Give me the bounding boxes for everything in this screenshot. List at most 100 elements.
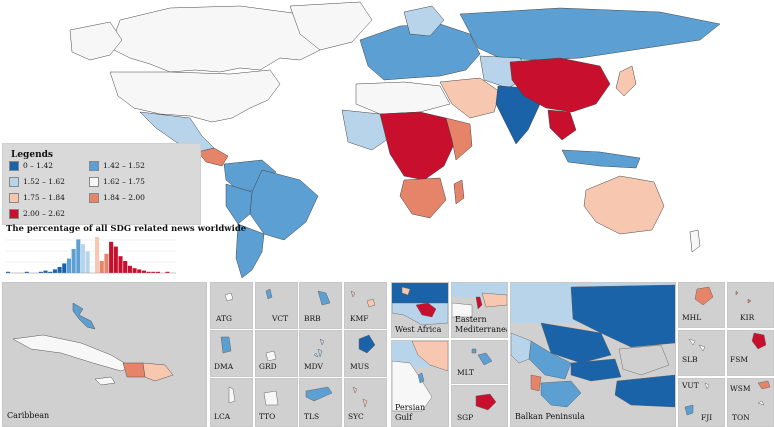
balkan-black-sea [618, 344, 670, 376]
inset-balkan-peninsula: Balkan Peninsula [510, 282, 676, 427]
vut-shape [704, 382, 710, 390]
eastern-med-land-north [452, 283, 507, 297]
region-argentina-chile [235, 223, 265, 279]
histogram-bar [85, 251, 90, 273]
histogram-bar [165, 271, 170, 273]
label-mhl: MHL [682, 313, 702, 322]
inset-tto: TTO [255, 378, 298, 427]
histogram-bar [43, 270, 48, 273]
lca-shape [228, 386, 236, 404]
histogram-bar [123, 261, 128, 273]
histogram-bar [95, 237, 100, 273]
west-africa-land-north [392, 283, 448, 303]
inset-eastern-mediterranean: Eastern Mediterranean [451, 282, 508, 338]
histogram-background [2, 233, 178, 278]
vct-map [265, 288, 273, 300]
label-mdv: MDV [304, 362, 323, 371]
wsm-shape [757, 380, 771, 390]
inset-caribbean: Caribbean [2, 282, 207, 427]
legend-swatch-4 [9, 193, 19, 203]
inset-mlt: MLT [451, 340, 508, 384]
west-africa-salmon-region [401, 286, 411, 296]
histogram-bar [57, 267, 62, 273]
sgp-map [475, 393, 497, 411]
label-fsm: FSM [730, 355, 749, 364]
haiti-shape [122, 362, 146, 378]
region-greenland [289, 1, 373, 51]
label-ton: TON [732, 413, 750, 422]
region-label-balkan: Balkan Peninsula [515, 412, 585, 421]
region-east-africa [445, 117, 473, 161]
balkan-croatia-bosnia [511, 332, 532, 364]
histogram-bar [48, 271, 53, 273]
mdv-map [313, 338, 325, 358]
fsm-map [751, 332, 767, 350]
label-dma: DMA [214, 362, 234, 371]
histogram-chart [2, 233, 178, 278]
region-label-eastern-med-1: Eastern [455, 315, 487, 324]
tls-shape [305, 386, 333, 402]
legend-swatch-1 [89, 161, 99, 171]
inset-mus: MUS [344, 330, 387, 377]
inset-mhl: MHL [678, 282, 725, 328]
region-west-africa [341, 109, 393, 151]
legend-item-1: 1.42 – 1.52 [89, 161, 145, 171]
vut-fji-map [684, 382, 710, 416]
slb-shape [688, 338, 706, 352]
region-se-asia [547, 109, 577, 141]
label-kir: KIR [740, 313, 755, 322]
mhl-shape [694, 286, 714, 306]
histogram-bar [90, 265, 95, 273]
bahamas-shape [72, 302, 96, 330]
label-tto: TTO [259, 412, 276, 421]
balkan-greece [540, 380, 582, 408]
legend-item-5: 1.84 – 2.00 [89, 193, 145, 203]
sgp-shape [475, 393, 497, 411]
legend-swatch-2 [9, 177, 19, 187]
label-lca: LCA [214, 412, 231, 421]
inset-west-africa: West Africa [391, 282, 449, 338]
region-japan [615, 65, 637, 97]
legend-item-6: 2.00 – 2.62 [9, 209, 65, 219]
region-north-africa [355, 81, 451, 115]
mdv-shape [313, 338, 325, 358]
histogram-bar [146, 271, 151, 273]
label-vct: VCT [272, 314, 289, 323]
label-fji: FJI [701, 413, 713, 422]
region-australia [583, 175, 665, 235]
legend-label-2: 1.52 – 1.62 [23, 177, 65, 186]
inset-fsm: FSM [727, 330, 774, 376]
dma-map [220, 336, 232, 354]
brb-map [317, 290, 331, 306]
inset-atg: ATG [210, 282, 253, 329]
legend-label-3: 1.62 – 1.75 [103, 177, 145, 186]
legend-box: Legends 0 – 1.42 1.42 – 1.52 1.52 – 1.62… [2, 143, 201, 225]
wsm-ton-map [757, 380, 771, 406]
region-central-africa [379, 111, 457, 181]
inset-vct: VCT [255, 282, 298, 329]
legend-swatch-6 [9, 209, 19, 219]
syc-map [352, 386, 368, 408]
eastern-med-syria [481, 292, 507, 308]
histogram-bar [66, 258, 71, 273]
label-brb: BRB [304, 314, 321, 323]
histogram-bar [80, 244, 86, 273]
region-indonesia [561, 149, 641, 169]
balkan-bulgaria [570, 358, 622, 382]
region-madagascar [453, 179, 465, 205]
histogram-bar [151, 271, 156, 273]
histogram-bar [71, 249, 76, 273]
legend-label-1: 1.42 – 1.52 [103, 161, 145, 170]
region-peru-bolivia [225, 183, 253, 225]
region-middle-east [439, 77, 501, 119]
inset-tls: TLS [299, 378, 342, 427]
region-central-america [197, 147, 229, 167]
slb-map [688, 338, 706, 352]
mlt-shape [471, 348, 493, 366]
legend-item-3: 1.62 – 1.75 [89, 177, 145, 187]
kmf-shape [350, 290, 376, 308]
label-grd: GRD [259, 362, 277, 371]
inset-syc: SYC [344, 378, 387, 427]
inset-wsm-ton: WSM TON [727, 378, 774, 427]
caribbean-map [12, 302, 174, 386]
